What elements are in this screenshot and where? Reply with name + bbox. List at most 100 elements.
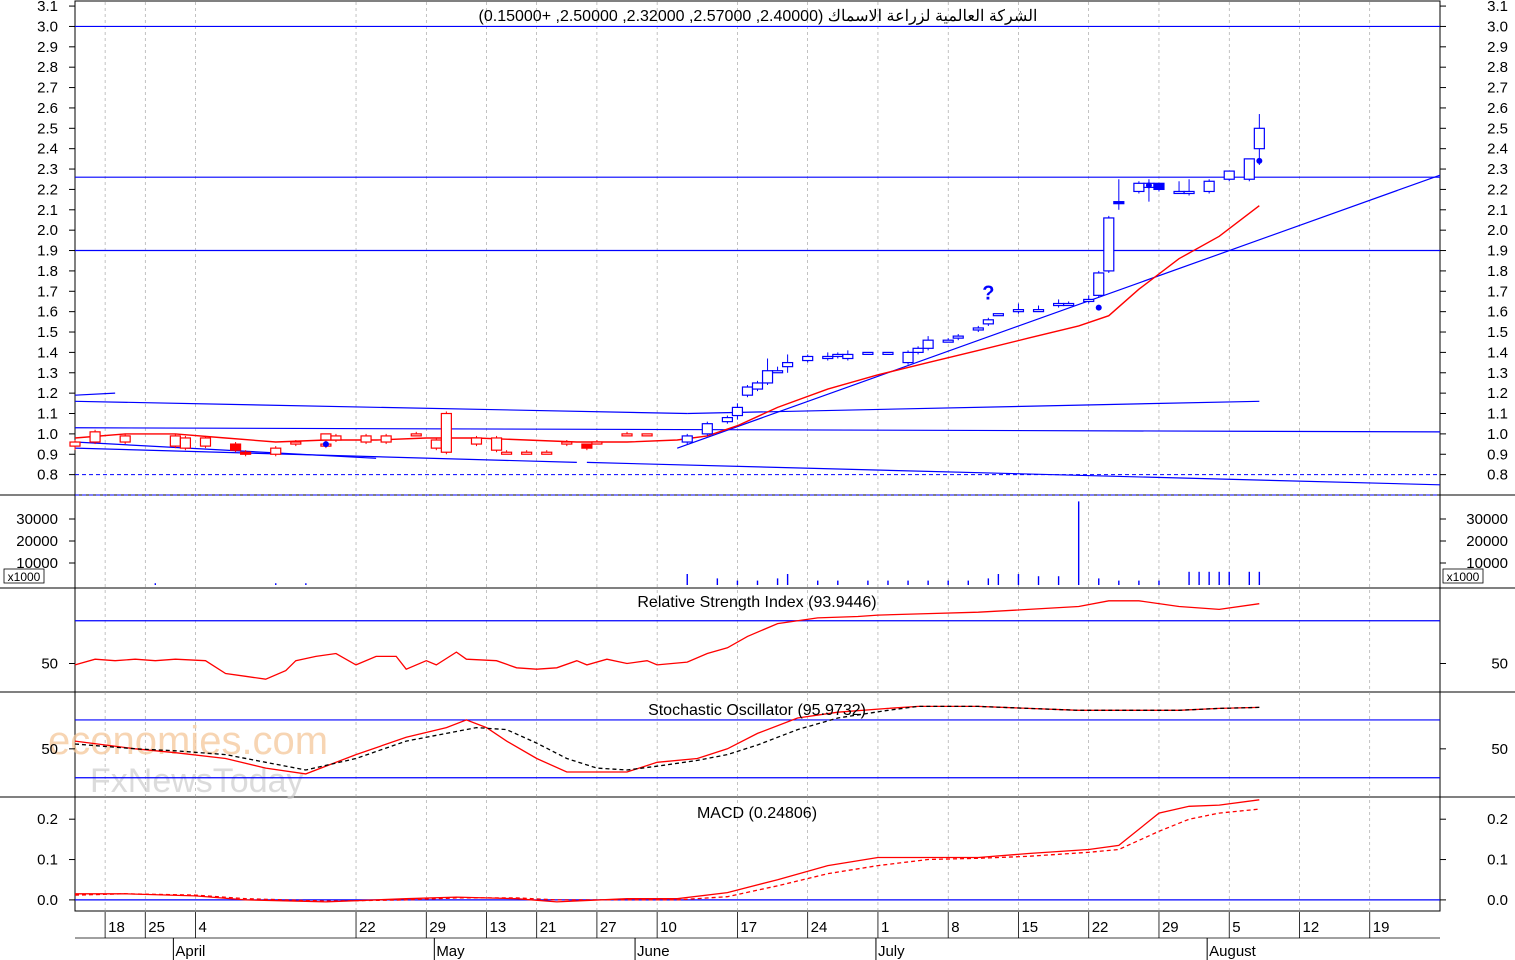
candle-body-54 [1063, 302, 1075, 307]
price-axis-label-right-22: 3.0 [1487, 18, 1508, 35]
price-axis-label-right-10: 1.8 [1487, 263, 1508, 280]
price-axis-label-left-0: 0.8 [37, 467, 58, 484]
candle-body-22 [541, 451, 553, 455]
candle-body-55 [1083, 298, 1095, 303]
macd-axis-label-right-2: 0.2 [1487, 811, 1508, 828]
price-axis-label-right-0: 0.8 [1487, 467, 1508, 484]
candle-body-27 [641, 433, 653, 437]
price-axis-label-left-10: 1.8 [37, 263, 58, 280]
x-day-label-11: 1 [881, 919, 889, 936]
volume-axis-label-right-1: 20000 [1466, 533, 1508, 550]
price-axis-label-right-11: 1.9 [1487, 243, 1508, 260]
x-day-label-13: 15 [1021, 919, 1038, 936]
candle-body-1 [89, 431, 101, 443]
stochastic-axis-label-left-0: 50 [41, 741, 58, 758]
price-axis-label-right-5: 1.3 [1487, 365, 1508, 382]
macd-axis-label-left-1: 0.1 [37, 852, 58, 869]
x-day-label-5: 13 [490, 919, 507, 936]
price-axis-label-left-16: 2.4 [37, 141, 58, 158]
price-axis-label-left-18: 2.6 [37, 100, 58, 117]
trend-line-1 [74, 400, 688, 415]
moving-average-line [74, 205, 1260, 443]
x-day-label-17: 12 [1302, 919, 1319, 936]
candle-body-46 [942, 339, 954, 343]
price-axis-label-left-22: 3.0 [37, 18, 58, 35]
candle-body-26 [621, 433, 633, 437]
price-axis-label-left-21: 2.9 [37, 39, 58, 56]
price-axis-label-left-2: 1.0 [37, 426, 58, 443]
candle-body-64 [1203, 180, 1215, 193]
price-axis-label-right-23: 3.1 [1487, 0, 1508, 15]
stochastic-series-1 [74, 705, 1260, 771]
volume-unit-label-right: x1000 [1447, 570, 1480, 584]
candle-body-56 [1093, 272, 1105, 296]
price-axis-label-left-3: 1.1 [37, 406, 58, 423]
candle-body-50 [992, 313, 1004, 317]
price-axis-label-right-4: 1.2 [1487, 385, 1508, 402]
candle-body-51 [1012, 309, 1025, 313]
price-axis-label-right-17: 2.5 [1487, 120, 1508, 137]
price-axis-label-right-6: 1.4 [1487, 344, 1508, 361]
candle-body-24 [581, 443, 593, 449]
candle-body-12 [330, 435, 342, 441]
price-axis-label-right-12: 2.0 [1487, 222, 1508, 239]
candle-body-6 [229, 443, 242, 451]
trend-line-2 [74, 427, 1441, 433]
price-axis-label-right-7: 1.5 [1487, 324, 1508, 341]
candle-body-35 [771, 370, 784, 374]
x-day-label-18: 19 [1373, 919, 1390, 936]
candle-body-21 [521, 451, 533, 455]
x-day-label-3: 22 [359, 919, 376, 936]
price-axis-label-right-3: 1.1 [1487, 406, 1508, 423]
price-axis-label-right-9: 1.7 [1487, 283, 1508, 300]
x-day-label-10: 24 [811, 919, 828, 936]
candle-body-9 [290, 441, 302, 445]
x-month-label-0: April [175, 943, 205, 960]
price-axis-label-left-20: 2.8 [37, 59, 58, 76]
x-day-label-1: 25 [148, 919, 165, 936]
x-month-label-3: July [878, 943, 905, 960]
watermark: economies.com FxNewsToday [48, 719, 328, 800]
rsi-series-0 [74, 600, 1260, 680]
price-axis-label-left-12: 2.0 [37, 222, 58, 239]
candle-body-45 [922, 339, 934, 349]
volume-axis-label-left-0: 10000 [16, 555, 58, 572]
price-axis-label-left-8: 1.6 [37, 304, 58, 321]
candle-body-4 [179, 437, 192, 449]
price-axis-label-left-4: 1.2 [37, 385, 58, 402]
price-axis-label-left-15: 2.3 [37, 161, 58, 178]
trend-line-5 [687, 400, 1260, 415]
candle-body-36 [782, 361, 794, 368]
candle-body-53 [1053, 302, 1065, 307]
candle-body-52 [1032, 309, 1045, 313]
plot-frame [74, 0, 1441, 912]
price-axis-label-right-13: 2.1 [1487, 202, 1508, 219]
x-month-label-4: August [1209, 943, 1257, 960]
candle-body-33 [751, 382, 764, 390]
stochastic-title: Stochastic Oscillator (95.9732) [648, 702, 866, 719]
x-day-label-8: 10 [660, 919, 677, 936]
price-axis-label-left-11: 1.9 [37, 243, 58, 260]
price-axis-label-right-19: 2.7 [1487, 80, 1508, 97]
x-day-label-6: 21 [540, 919, 557, 936]
x-day-label-14: 22 [1092, 919, 1109, 936]
candle-body-2 [119, 435, 131, 443]
price-chart-title: الشركة العالمية لزراعة الاسماك (2.40000,… [479, 8, 1038, 25]
volume-unit-label-left: x1000 [8, 570, 41, 584]
candle-body-5 [199, 437, 212, 447]
candle-body-11 [320, 433, 332, 441]
candle-body-30 [721, 416, 733, 423]
trend-line-7 [677, 174, 1441, 449]
candle-body-47 [952, 335, 964, 339]
macd-axis-label-left-0: 0.0 [37, 892, 58, 909]
candle-body-17 [440, 412, 452, 453]
candle-body-40 [842, 353, 854, 360]
candle-body-20 [500, 451, 513, 455]
candle-body-25 [591, 441, 603, 445]
price-axis-label-right-20: 2.8 [1487, 59, 1508, 76]
candle-body-62 [1173, 190, 1185, 195]
candle-body-7 [240, 451, 252, 455]
candle-body-13 [360, 435, 372, 443]
candle-body-14 [380, 435, 392, 443]
